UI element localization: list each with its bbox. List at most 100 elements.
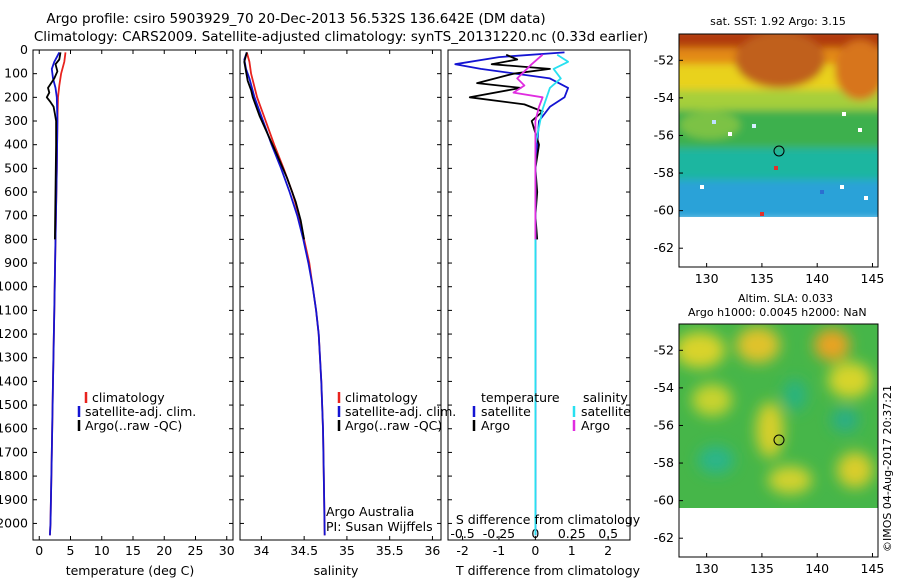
x-tick-label-top: 0.25	[558, 526, 586, 541]
map-y-tick-label: -56	[654, 127, 674, 142]
depth-tick-label: 1200	[0, 326, 28, 341]
depth-tick-label: 400	[4, 137, 28, 152]
sst-speck	[700, 185, 704, 189]
depth-tick-label: 0	[20, 42, 28, 57]
sla-cyan-3	[831, 408, 859, 432]
x-tick-label: 36	[424, 543, 440, 558]
depth-tick-label: 1300	[0, 350, 28, 365]
map-y-tick-label: -56	[654, 417, 674, 432]
difference-xlabel-bottom: T difference from climatology	[455, 563, 641, 578]
map-y-tick-label: -60	[654, 203, 674, 218]
annotation-pi-name: PI: Susan Wijffels	[326, 519, 433, 534]
depth-tick-label: 1100	[0, 302, 28, 317]
x-tick-label: 15	[125, 543, 141, 558]
x-tick-label: -2	[456, 543, 468, 558]
sst-speck	[760, 212, 764, 216]
sst-band-lightblue	[679, 180, 878, 217]
map-y-tick-label: -52	[654, 342, 674, 357]
map-y-tick-label: -52	[654, 52, 674, 67]
depth-tick-label: 1900	[0, 492, 28, 507]
map-y-tick-label: -54	[654, 90, 674, 105]
sst-argo-marker	[773, 145, 785, 157]
x-tick-label: 10	[94, 543, 110, 558]
sst-land-mask	[679, 217, 878, 269]
x-tick-label: 34	[253, 543, 269, 558]
sla-map-frame	[678, 323, 879, 558]
map-x-tick-label: 135	[750, 271, 774, 286]
figure-title-line1: Argo profile: csiro 5903929_70 20-Dec-20…	[46, 11, 545, 27]
x-tick-label-top: -0.5	[450, 526, 474, 541]
x-tick-label-top: -0.25	[483, 526, 515, 541]
x-tick-label: 20	[156, 543, 172, 558]
depth-tick-label: 600	[4, 184, 28, 199]
sla-yellow-4	[692, 384, 732, 416]
sst-speck	[820, 190, 824, 194]
map-x-tick-label: 140	[805, 271, 829, 286]
x-tick-label: 5	[67, 543, 75, 558]
depth-tick-label: 2000	[0, 515, 28, 530]
sla-yellow-6	[768, 466, 812, 494]
sst-band-cyan	[679, 148, 878, 182]
sla-orange-1	[814, 329, 850, 361]
sst-speck	[864, 196, 868, 200]
legend-label-climatology: climatology	[92, 390, 165, 405]
map-y-tick-label: -54	[654, 380, 674, 395]
sla-map-title-line2: Argo h1000: 0.0045 h2000: NaN	[688, 306, 867, 319]
figure-title-line2: Climatology: CARS2009. Satellite-adjuste…	[34, 29, 648, 45]
series-line	[243, 52, 305, 240]
map-y-tick-label: -58	[654, 165, 674, 180]
legend-label-argo: Argo(..raw -QC)	[345, 418, 442, 433]
depth-tick-label: 1000	[0, 279, 28, 294]
temperature-plot-frame	[32, 49, 234, 541]
sla-yellow-1	[679, 332, 725, 368]
series-line	[534, 53, 569, 536]
sst-map	[679, 34, 878, 269]
map-y-tick-label: -60	[654, 493, 674, 508]
depth-tick-label: 300	[4, 113, 28, 128]
x-tick-label: 0	[531, 543, 539, 558]
sla-argo-marker	[773, 434, 785, 446]
depth-tick-label: 500	[4, 160, 28, 175]
depth-tick-label: 700	[4, 208, 28, 223]
series-line	[45, 52, 62, 240]
map-x-tick-label: 145	[861, 561, 885, 576]
x-tick-label: 1	[568, 543, 576, 558]
sst-warm-tongue	[735, 34, 825, 88]
x-tick-label: 25	[188, 543, 204, 558]
map-x-tick-label: 135	[750, 561, 774, 576]
sla-yellow-3	[828, 362, 872, 398]
sla-land-mask	[679, 508, 878, 560]
map-x-tick-label: 130	[695, 271, 719, 286]
depth-tick-label: 1500	[0, 397, 28, 412]
legend-label-climatology: climatology	[345, 390, 418, 405]
sst-speck	[840, 185, 844, 189]
salinity-plot-frame	[239, 49, 442, 541]
sst-warm-right	[835, 40, 878, 100]
difference-legend: temperature salinity satellite Argo sate…	[472, 390, 631, 433]
x-tick-label: 35	[339, 543, 355, 558]
sst-speck	[842, 112, 846, 116]
temperature-legend: climatology satellite-adj. clim. Argo(..…	[77, 390, 196, 433]
imos-watermark: ©IMOS 04-Aug-2017 20:37:21	[881, 385, 894, 552]
x-tick-label: 0	[35, 543, 43, 558]
depth-tick-label: 200	[4, 89, 28, 104]
x-tick-label: 2	[604, 543, 612, 558]
sla-yellow-7	[837, 452, 873, 488]
depth-tick-label: 800	[4, 231, 28, 246]
x-tick-label-top: 0.5	[598, 526, 618, 541]
series-line	[512, 54, 544, 240]
depth-tick-label: 1800	[0, 468, 28, 483]
legend-label-satellite: satellite-adj. clim.	[345, 404, 456, 419]
x-tick-label: 30	[219, 543, 235, 558]
sla-yellow-2	[736, 327, 780, 363]
legend-label-sal-satellite: satellite	[581, 404, 631, 419]
map-x-tick-label: 130	[695, 561, 719, 576]
sst-map-white-area	[679, 217, 878, 267]
depth-tick-label: 1400	[0, 373, 28, 388]
map-y-tick-label: -62	[654, 530, 674, 545]
map-y-tick-label: -62	[654, 240, 674, 255]
difference-xlabel-top: S difference from climatology	[456, 512, 641, 527]
sla-map	[679, 324, 878, 560]
depth-tick-label: 100	[4, 66, 28, 81]
